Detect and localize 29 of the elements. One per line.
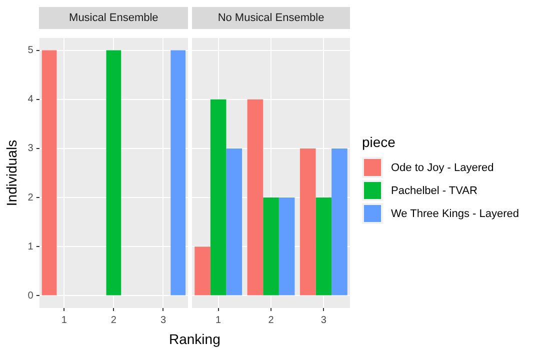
legend-label: We Three Kings - Layered [391,208,519,220]
y-tick-label: 0 [28,290,34,302]
x-tick-label: 3 [160,314,166,326]
y-axis-title: Individuals [3,140,20,206]
y-tick-label: 4 [28,94,34,106]
x-tick-label: 3 [320,314,327,326]
x-tick-label: 1 [61,314,68,326]
y-tick-label: 5 [28,45,34,56]
bar [226,148,242,296]
x-tick-label: 2 [110,314,117,326]
y-tick-label: 1 [28,241,34,252]
bar [210,99,226,296]
y-tick-label: 2 [28,192,34,204]
legend-label: Pachelbel - TVAR [391,184,478,196]
x-axis-title: Ranking [168,331,222,347]
legend-label: Ode to Joy - Layered [391,162,494,174]
x-tick-label: 1 [216,314,222,326]
x-tick-label: 2 [268,314,274,326]
chart-title: No Musical Ensemble [192,7,350,29]
bar [247,99,264,296]
chart-title: Musical Ensemble [39,7,188,29]
bar [194,246,210,296]
bar [316,198,332,296]
bar [300,148,316,296]
bar [263,198,279,296]
y-tick-label: 3 [28,143,34,154]
legend-title: piece [362,134,396,150]
bar [278,198,295,296]
bar [332,148,348,296]
